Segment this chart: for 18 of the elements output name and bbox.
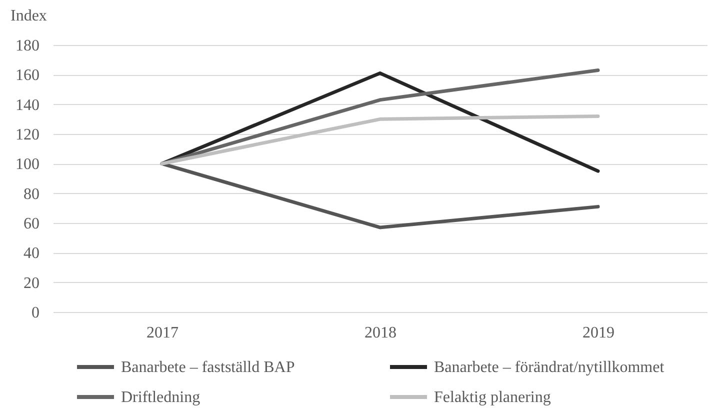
x-tick-label: 2019 bbox=[582, 324, 614, 342]
y-axis-title: Index bbox=[10, 8, 47, 24]
y-tick-label: 140 bbox=[16, 96, 40, 114]
y-tick-label: 100 bbox=[16, 156, 40, 174]
y-tick-label: 20 bbox=[24, 274, 40, 292]
y-tick-label: 60 bbox=[24, 216, 40, 232]
legend-label: Felaktig planering bbox=[434, 389, 551, 406]
legend-label: Driftledning bbox=[121, 389, 200, 406]
legend-label: Banarbete – förändrat/nytillkommet bbox=[434, 359, 665, 376]
y-tick-label: 0 bbox=[32, 304, 40, 322]
x-tick-label: 2017 bbox=[146, 324, 178, 342]
legend-label: Banarbete – fastställd BAP bbox=[121, 359, 295, 376]
y-tick-label: 40 bbox=[24, 245, 40, 262]
y-tick-label: 80 bbox=[24, 186, 40, 203]
y-tick-label: 160 bbox=[16, 67, 40, 84]
y-tick-label: 120 bbox=[16, 126, 40, 144]
x-tick-label: 2018 bbox=[364, 324, 396, 342]
y-tick-label: 180 bbox=[16, 38, 40, 54]
